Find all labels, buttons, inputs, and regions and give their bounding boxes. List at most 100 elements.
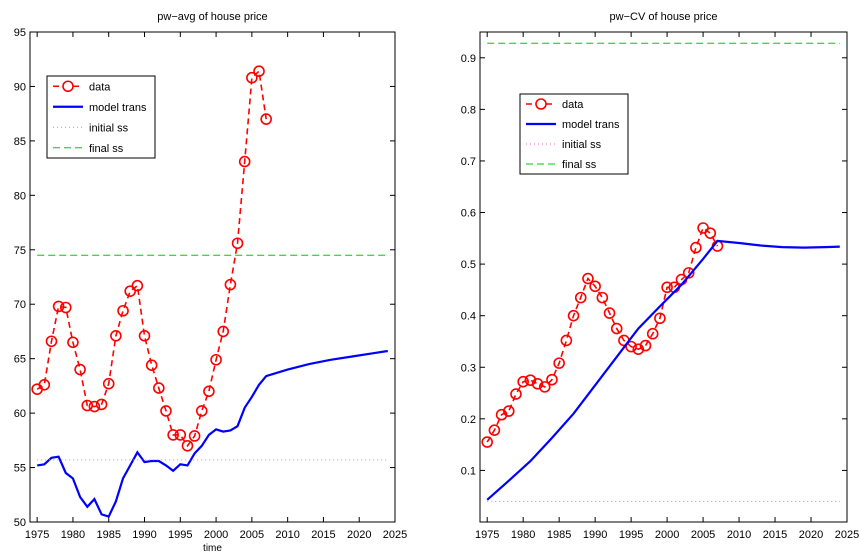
data-point <box>553 357 565 369</box>
x-tick-label: 1990 <box>583 529 607 541</box>
y-tick-label: 85 <box>14 136 26 148</box>
data-point <box>167 429 179 441</box>
legend-marker <box>535 98 547 110</box>
data-point <box>582 272 594 285</box>
data-point <box>646 327 659 340</box>
data-point <box>138 329 151 342</box>
data-point <box>589 280 601 293</box>
data-point <box>217 325 230 338</box>
x-tick-label: 2010 <box>727 529 751 541</box>
x-tick-label: 1990 <box>132 529 156 541</box>
x-tick-label: 1975 <box>475 529 499 541</box>
data-point <box>704 227 717 239</box>
y-tick-label: 75 <box>14 245 26 257</box>
data-point <box>195 405 208 417</box>
legend-entry: initial ss <box>562 139 602 151</box>
x-tick-label: 1995 <box>619 529 643 541</box>
y-tick-label: 60 <box>14 408 26 420</box>
data-point <box>246 71 258 84</box>
data-point <box>124 285 136 297</box>
y-tick-label: 0.4 <box>461 311 476 323</box>
data-point <box>145 359 158 372</box>
data-point <box>596 291 609 304</box>
y-tick-label: 65 <box>14 354 26 366</box>
y-tick-label: 0.2 <box>461 414 476 426</box>
x-tick-label: 2015 <box>311 529 335 541</box>
x-tick-label: 2020 <box>347 529 371 541</box>
data-point <box>567 309 580 322</box>
x-tick-label: 1985 <box>96 529 120 541</box>
series-model-trans <box>37 349 388 518</box>
y-axis: 50 55 60 65 70 75 80 85 90 95 <box>14 27 395 529</box>
x-tick-label: 1985 <box>547 529 571 541</box>
legend-entry: initial ss <box>89 122 129 134</box>
data-point <box>654 312 666 325</box>
chart-title: pw−avg of house price <box>157 11 267 23</box>
y-tick-label: 0.7 <box>461 156 476 168</box>
legend: data model trans initial ss final ss <box>519 93 629 175</box>
data-point <box>481 436 493 448</box>
data-point <box>231 237 244 250</box>
legend-entry: final ss <box>89 143 124 155</box>
x-tick-label: 1980 <box>511 529 535 541</box>
x-tick-label: 2005 <box>240 529 264 541</box>
data-point <box>531 377 544 390</box>
data-point <box>174 429 187 441</box>
series-line-data <box>36 69 267 448</box>
series-model-trans <box>486 239 840 501</box>
data-point <box>682 267 695 279</box>
y-tick-label: 0.3 <box>461 362 476 374</box>
y-tick-label: 0.9 <box>461 53 476 65</box>
data-point <box>517 375 529 388</box>
x-axis: 1975 1980 1985 1990 1995 2000 2005 2010 2015 2020… <box>25 32 407 541</box>
data-point <box>510 388 522 400</box>
x-axis-label: time <box>203 543 222 552</box>
data-point <box>260 113 272 125</box>
data-point <box>502 405 515 417</box>
y-tick-label: 95 <box>14 27 26 39</box>
x-tick-label: 1980 <box>61 529 85 541</box>
data-point <box>67 336 79 349</box>
legend-marker <box>62 80 74 93</box>
y-tick-label: 80 <box>14 190 26 202</box>
data-point <box>253 65 265 77</box>
y-tick-label: 0.5 <box>461 259 476 271</box>
y-tick-label: 0.6 <box>461 208 476 220</box>
series-line-model-trans <box>37 349 388 518</box>
data-point <box>38 378 51 391</box>
y-tick-label: 0.8 <box>461 104 476 116</box>
y-tick-label: 0.1 <box>461 465 476 477</box>
legend-entry: data <box>562 99 584 111</box>
data-point <box>153 382 165 394</box>
data-point <box>488 424 501 436</box>
x-tick-label: 2020 <box>799 529 823 541</box>
x-tick-label: 2025 <box>383 529 407 541</box>
x-tick-label: 2025 <box>835 529 859 541</box>
legend-entry: model trans <box>562 119 620 131</box>
y-tick-label: 90 <box>14 81 26 93</box>
data-point <box>117 304 129 317</box>
data-point <box>661 281 673 294</box>
chart-panel-2: pw−CV of house price 1975 1980 1985 1990 1995… <box>461 11 859 541</box>
data-point <box>59 301 72 314</box>
legend: data model trans initial ss final ss <box>46 75 156 159</box>
data-point <box>88 400 101 413</box>
series-data <box>31 65 272 452</box>
chart-title: pw−CV of house price <box>610 11 718 23</box>
x-tick-label: 1995 <box>168 529 192 541</box>
y-axis: 0.1 0.2 0.3 0.4 0.5 0.6 0.7 0.8 0.9 <box>461 53 847 477</box>
data-point <box>110 329 122 342</box>
data-point <box>160 405 172 417</box>
x-tick-label: 2015 <box>763 529 787 541</box>
data-point <box>203 385 215 398</box>
x-axis: 1975 1980 1985 1990 1995 2000 2005 2010 2015 2020… <box>475 32 859 541</box>
data-point <box>52 300 65 313</box>
data-point <box>690 241 702 254</box>
data-point <box>224 278 237 291</box>
data-point <box>181 439 194 452</box>
legend-entry: final ss <box>562 159 597 171</box>
legend-entry: data <box>89 81 111 93</box>
x-tick-label: 1975 <box>25 529 49 541</box>
chart-panel-1: pw−avg of house price 1975 1980 1985 1990 199… <box>14 11 407 552</box>
